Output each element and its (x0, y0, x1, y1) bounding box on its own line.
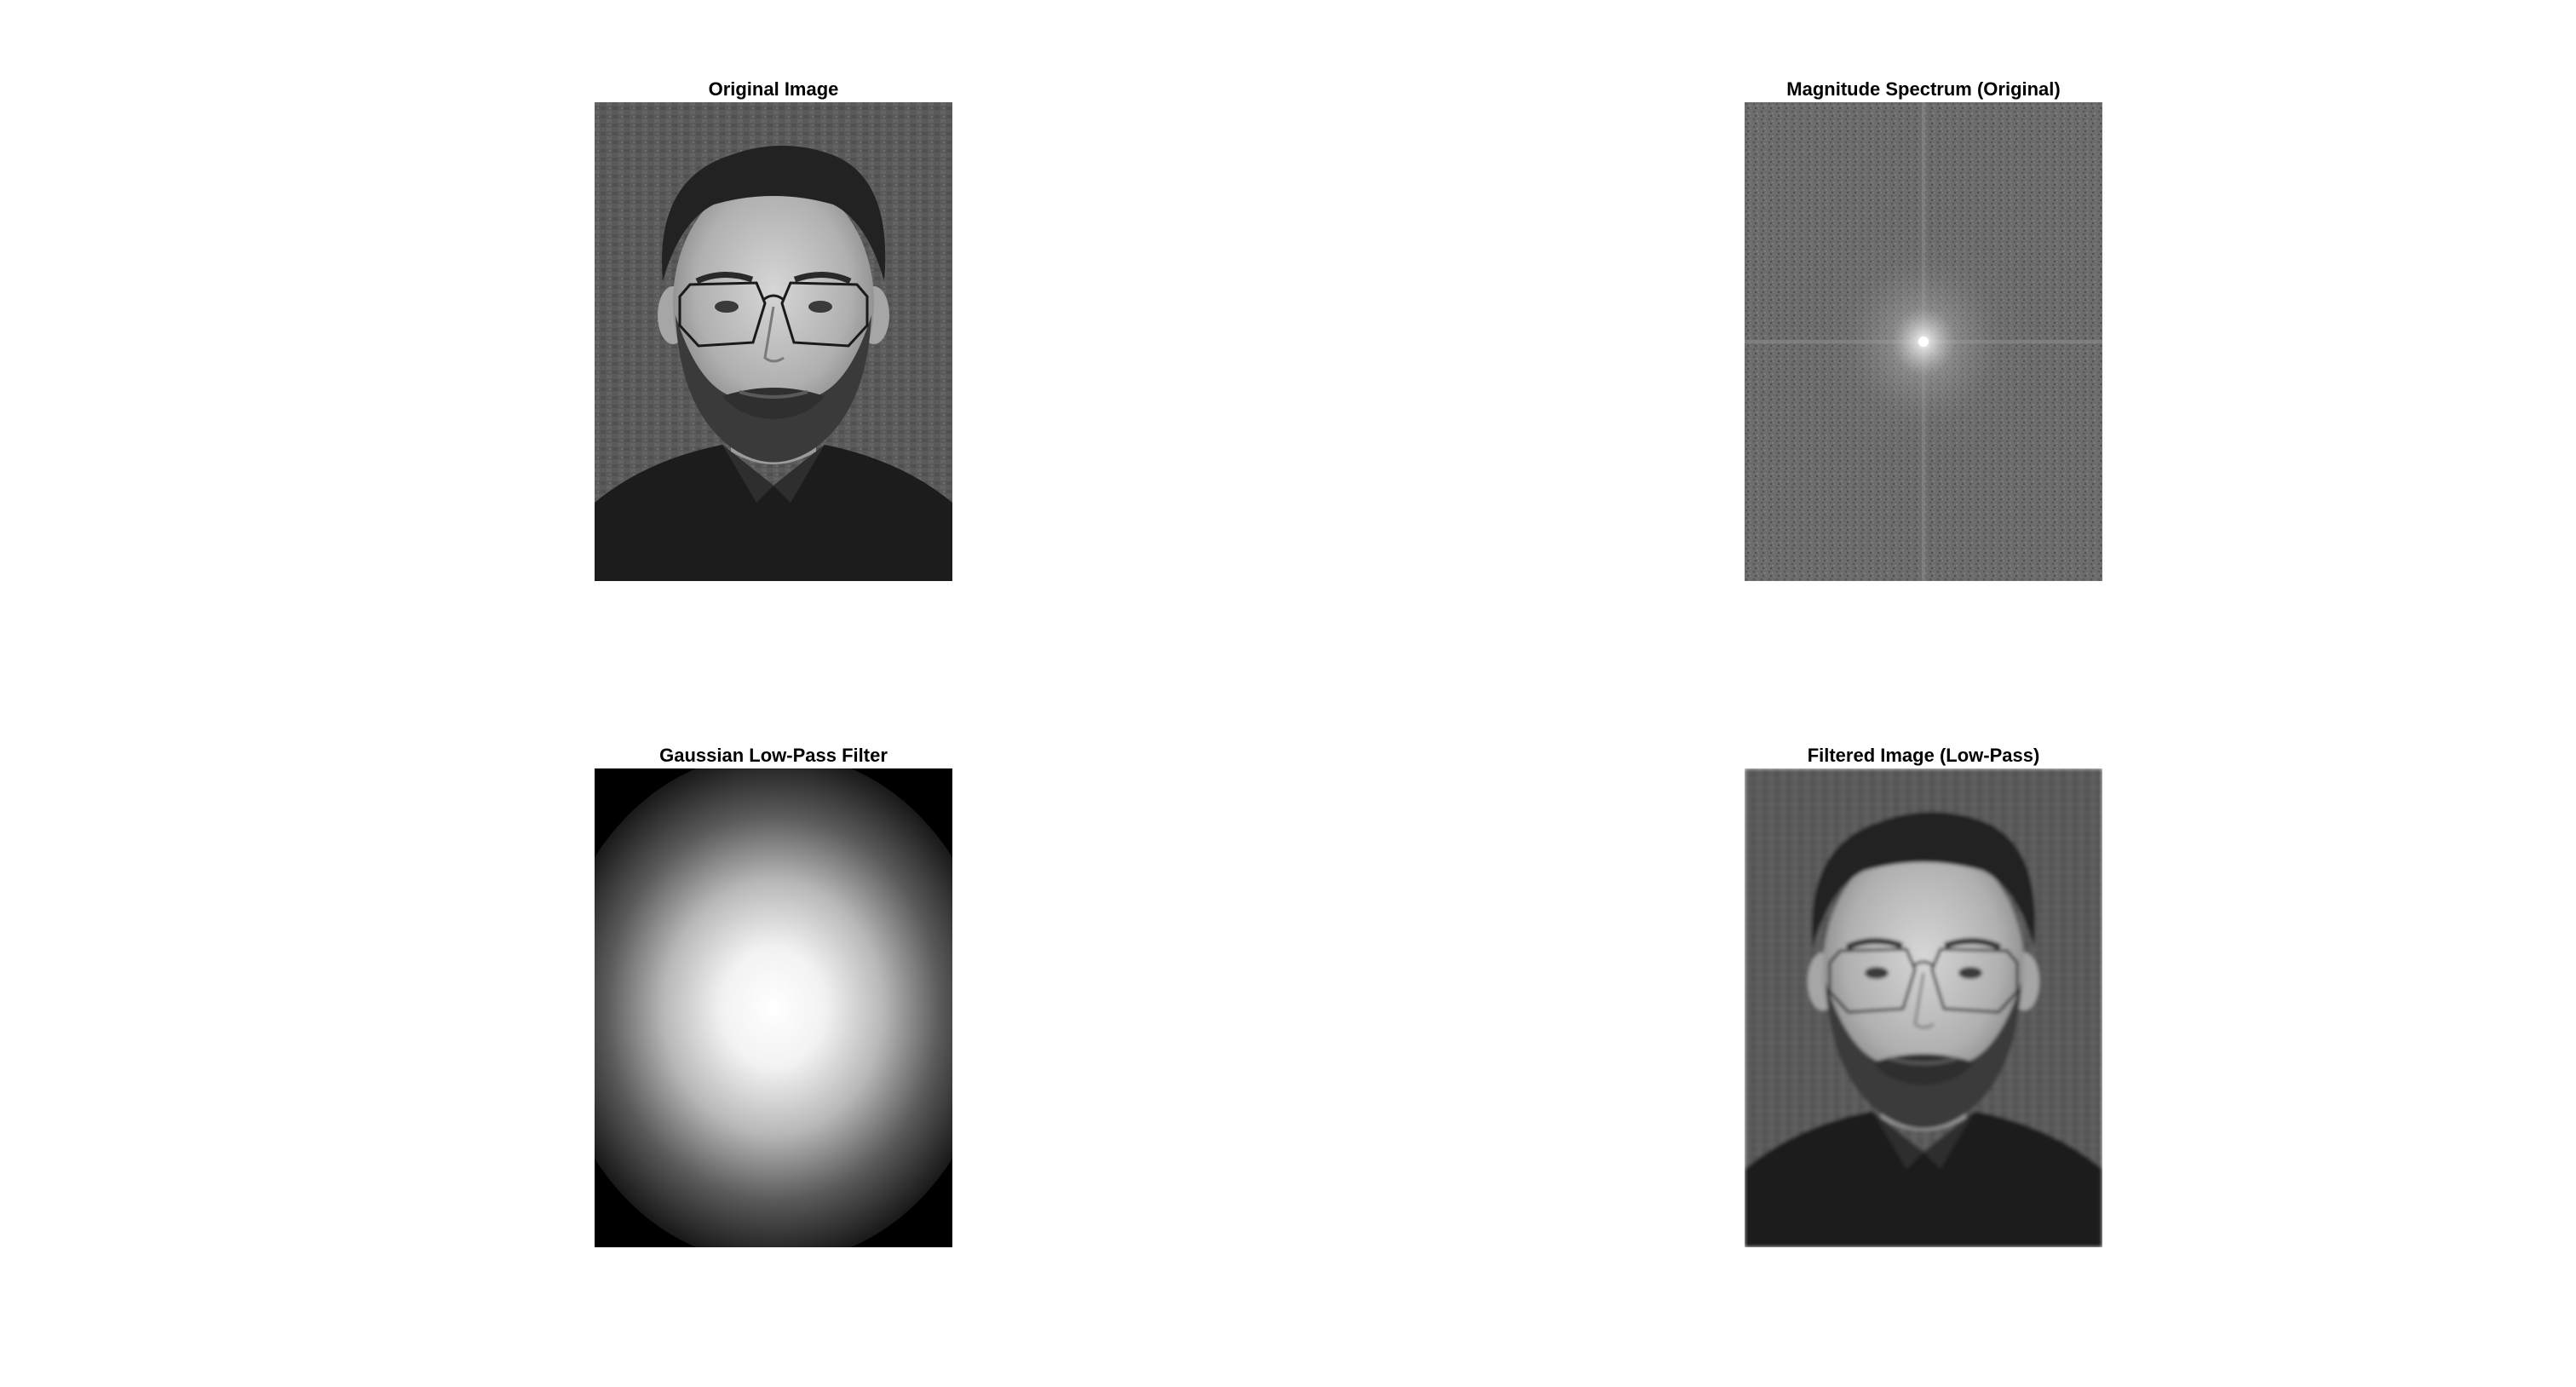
panel-title: Filtered Image (Low-Pass) (1807, 745, 2040, 766)
gaussian-filter-graphic (595, 768, 952, 1247)
panel-title: Gaussian Low-Pass Filter (659, 745, 888, 766)
panel-gaussian-filter: Gaussian Low-Pass Filter (595, 743, 952, 1247)
original-image (595, 102, 952, 581)
filtered-image-graphic (1745, 768, 2102, 1247)
panel-title: Magnitude Spectrum (Original) (1786, 78, 2061, 100)
filtered-image (1745, 768, 2102, 1247)
original-image-graphic (595, 102, 952, 581)
gaussian-filter-image (595, 768, 952, 1247)
panel-title: Original Image (708, 78, 839, 100)
panel-original-image: Original Image (595, 77, 952, 581)
panel-magnitude-spectrum: Magnitude Spectrum (Original) (1745, 77, 2102, 581)
magnitude-spectrum-image (1745, 102, 2102, 581)
panel-filtered-image: Filtered Image (Low-Pass) (1745, 743, 2102, 1247)
magnitude-spectrum-graphic (1745, 102, 2102, 581)
